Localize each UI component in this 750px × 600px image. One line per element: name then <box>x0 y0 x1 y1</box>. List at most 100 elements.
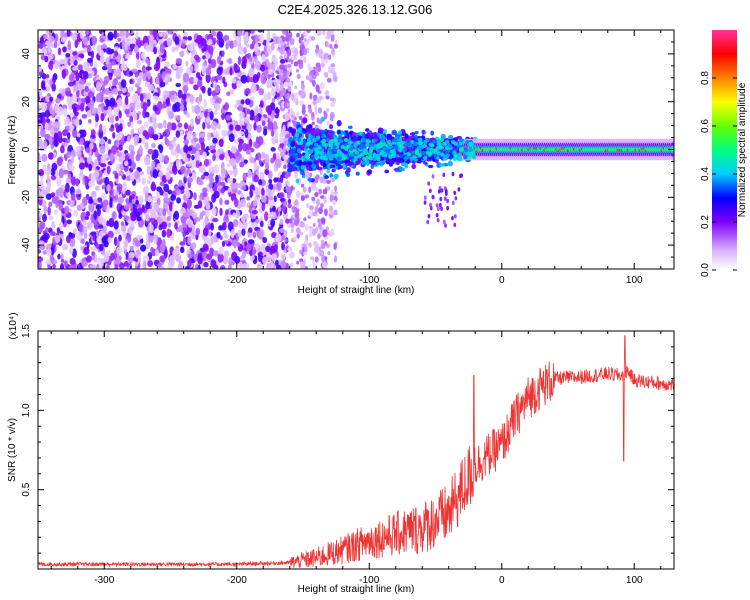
spectrogram-cell <box>252 231 257 239</box>
spectrogram-cell <box>233 182 241 189</box>
spectrogram-cell <box>186 99 190 104</box>
spectrogram-cell <box>247 227 253 234</box>
spectrogram-cell <box>206 131 212 141</box>
spectrogram-cell <box>47 125 52 131</box>
spectrogram-cell <box>232 39 238 47</box>
spectrogram-cell <box>344 130 349 134</box>
spectrogram-cell <box>65 87 71 92</box>
spectrogram-cell <box>267 91 272 101</box>
spectrogram-cell <box>112 88 119 95</box>
spectrogram-cell <box>241 124 248 130</box>
spectrogram-cell <box>216 31 223 41</box>
spectrogram-cell <box>431 174 435 179</box>
spectrogram-cell <box>293 92 299 99</box>
spectrogram-cell <box>255 136 260 145</box>
spectrogram-cell <box>175 82 182 88</box>
spectrogram-cell <box>149 30 153 35</box>
spectrogram-cell <box>416 157 421 163</box>
spectrogram-cell <box>275 92 281 98</box>
spectrogram-cell <box>154 249 160 257</box>
spectrogram-cell <box>107 31 114 41</box>
spectrogram-cell <box>90 190 97 198</box>
spectrogram-cell <box>153 63 160 72</box>
spectrogram-cell <box>39 89 43 99</box>
spectrogram-cell <box>153 46 158 55</box>
spectrogram-cell <box>100 258 105 267</box>
spectrogram-cell <box>301 104 306 110</box>
spectrogram-cell <box>138 71 143 81</box>
spectrogram-cell <box>47 264 52 269</box>
spectrogram-cell <box>290 92 294 101</box>
spectrogram-cell <box>86 221 93 229</box>
spectrogram-cell <box>224 101 229 112</box>
spectrogram-cell <box>250 96 255 101</box>
spectrogram-cell <box>173 210 180 220</box>
spectrogram-cell <box>206 253 212 261</box>
spectrogram-cell <box>245 31 249 37</box>
spectrogram-cell <box>123 260 130 269</box>
spectrogram-cell <box>411 163 417 170</box>
spectrogram-cell <box>196 217 201 222</box>
spectrogram-cell <box>252 246 256 256</box>
spectrogram-cell <box>163 94 168 100</box>
spectrogram-cell <box>274 159 282 169</box>
spectrogram-cell <box>301 183 305 188</box>
spectrogram-cell <box>355 160 359 166</box>
spectrogram-cell <box>270 73 275 78</box>
spectrogram-cell <box>320 243 326 250</box>
spectrogram-cell <box>111 60 117 66</box>
spectrogram-cell <box>384 169 390 174</box>
spectrogram-cell <box>134 211 141 218</box>
spectrogram-cell <box>300 55 305 60</box>
spectrogram-cell <box>448 160 453 167</box>
spectrogram-cell <box>116 33 120 38</box>
spectrogram-cell <box>222 35 230 41</box>
spectrogram-cell <box>325 226 329 232</box>
spectrogram-cell <box>76 132 81 138</box>
spectrogram-cell <box>426 219 430 225</box>
spectrogram-cell <box>97 106 102 115</box>
spectrogram-cell <box>282 70 287 77</box>
spectrogram-cell <box>48 201 53 208</box>
spectrogram-cell <box>281 30 287 35</box>
spectrogram-cell <box>333 43 338 49</box>
spectrogram-cell <box>80 202 85 208</box>
spectrogram-cell <box>208 63 212 70</box>
spectrogram-cell <box>119 30 125 37</box>
spectrogram-cell <box>312 94 318 102</box>
spectrogram-cell <box>449 154 453 160</box>
spectrogram-cell <box>108 73 113 81</box>
spectrogram-cell <box>156 216 162 224</box>
spectrogram-cell <box>316 135 321 140</box>
spectrogram-cell <box>79 169 84 177</box>
spectrogram-cell <box>269 211 274 218</box>
spectrogram-cell <box>302 174 306 179</box>
spectrogram-cell <box>142 72 147 82</box>
spectrogram-cell <box>174 222 178 230</box>
spectrogram-cell <box>54 234 61 244</box>
spectrogram-cell <box>260 243 267 254</box>
spectrogram-cell <box>316 117 320 123</box>
spectrogram-cell <box>306 165 310 171</box>
spectrogram-cell <box>139 170 145 176</box>
spectrogram-cell <box>245 150 251 155</box>
spectrogram-cell <box>328 232 332 237</box>
spectrogram-cell <box>138 145 143 155</box>
spectrogram-cell <box>367 169 373 175</box>
spectrogram-cell <box>311 163 317 170</box>
spectrogram-cell <box>179 246 185 254</box>
spectrogram-cell <box>152 104 159 112</box>
spectrogram-cell <box>84 85 89 93</box>
spectrogram-cell <box>200 142 206 151</box>
spectrogram-cell <box>63 260 68 267</box>
spectrogram-cell <box>95 113 100 123</box>
spectrogram-cell <box>115 177 119 185</box>
spectrogram-cell <box>286 193 291 199</box>
spectrogram-cell <box>42 250 48 255</box>
spectrogram-cell <box>156 197 161 206</box>
spectrogram-cell <box>451 215 454 221</box>
spectrogram-cell <box>60 145 65 154</box>
spectrogram-cell <box>244 37 249 42</box>
spectrogram-cell <box>315 128 321 135</box>
spectrogram-cell <box>278 192 285 199</box>
